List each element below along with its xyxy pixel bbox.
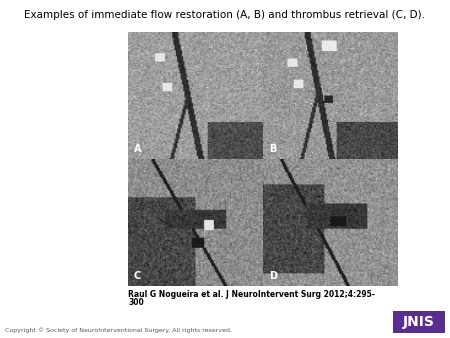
Text: D: D xyxy=(269,270,277,281)
Text: A: A xyxy=(134,144,141,154)
Bar xyxy=(393,311,445,333)
Text: B: B xyxy=(269,144,276,154)
Text: JNIS: JNIS xyxy=(403,315,435,329)
Text: Copyright © Society of NeuroInterventional Surgery. All rights reserved.: Copyright © Society of NeuroIntervention… xyxy=(5,328,232,333)
Text: 300: 300 xyxy=(128,298,144,307)
Text: Raul G Nogueira et al. J NeuroIntervent Surg 2012;4:295-: Raul G Nogueira et al. J NeuroIntervent … xyxy=(128,290,375,298)
Text: Examples of immediate flow restoration (A, B) and thrombus retrieval (C, D).: Examples of immediate flow restoration (… xyxy=(24,10,426,20)
Text: C: C xyxy=(134,270,141,281)
